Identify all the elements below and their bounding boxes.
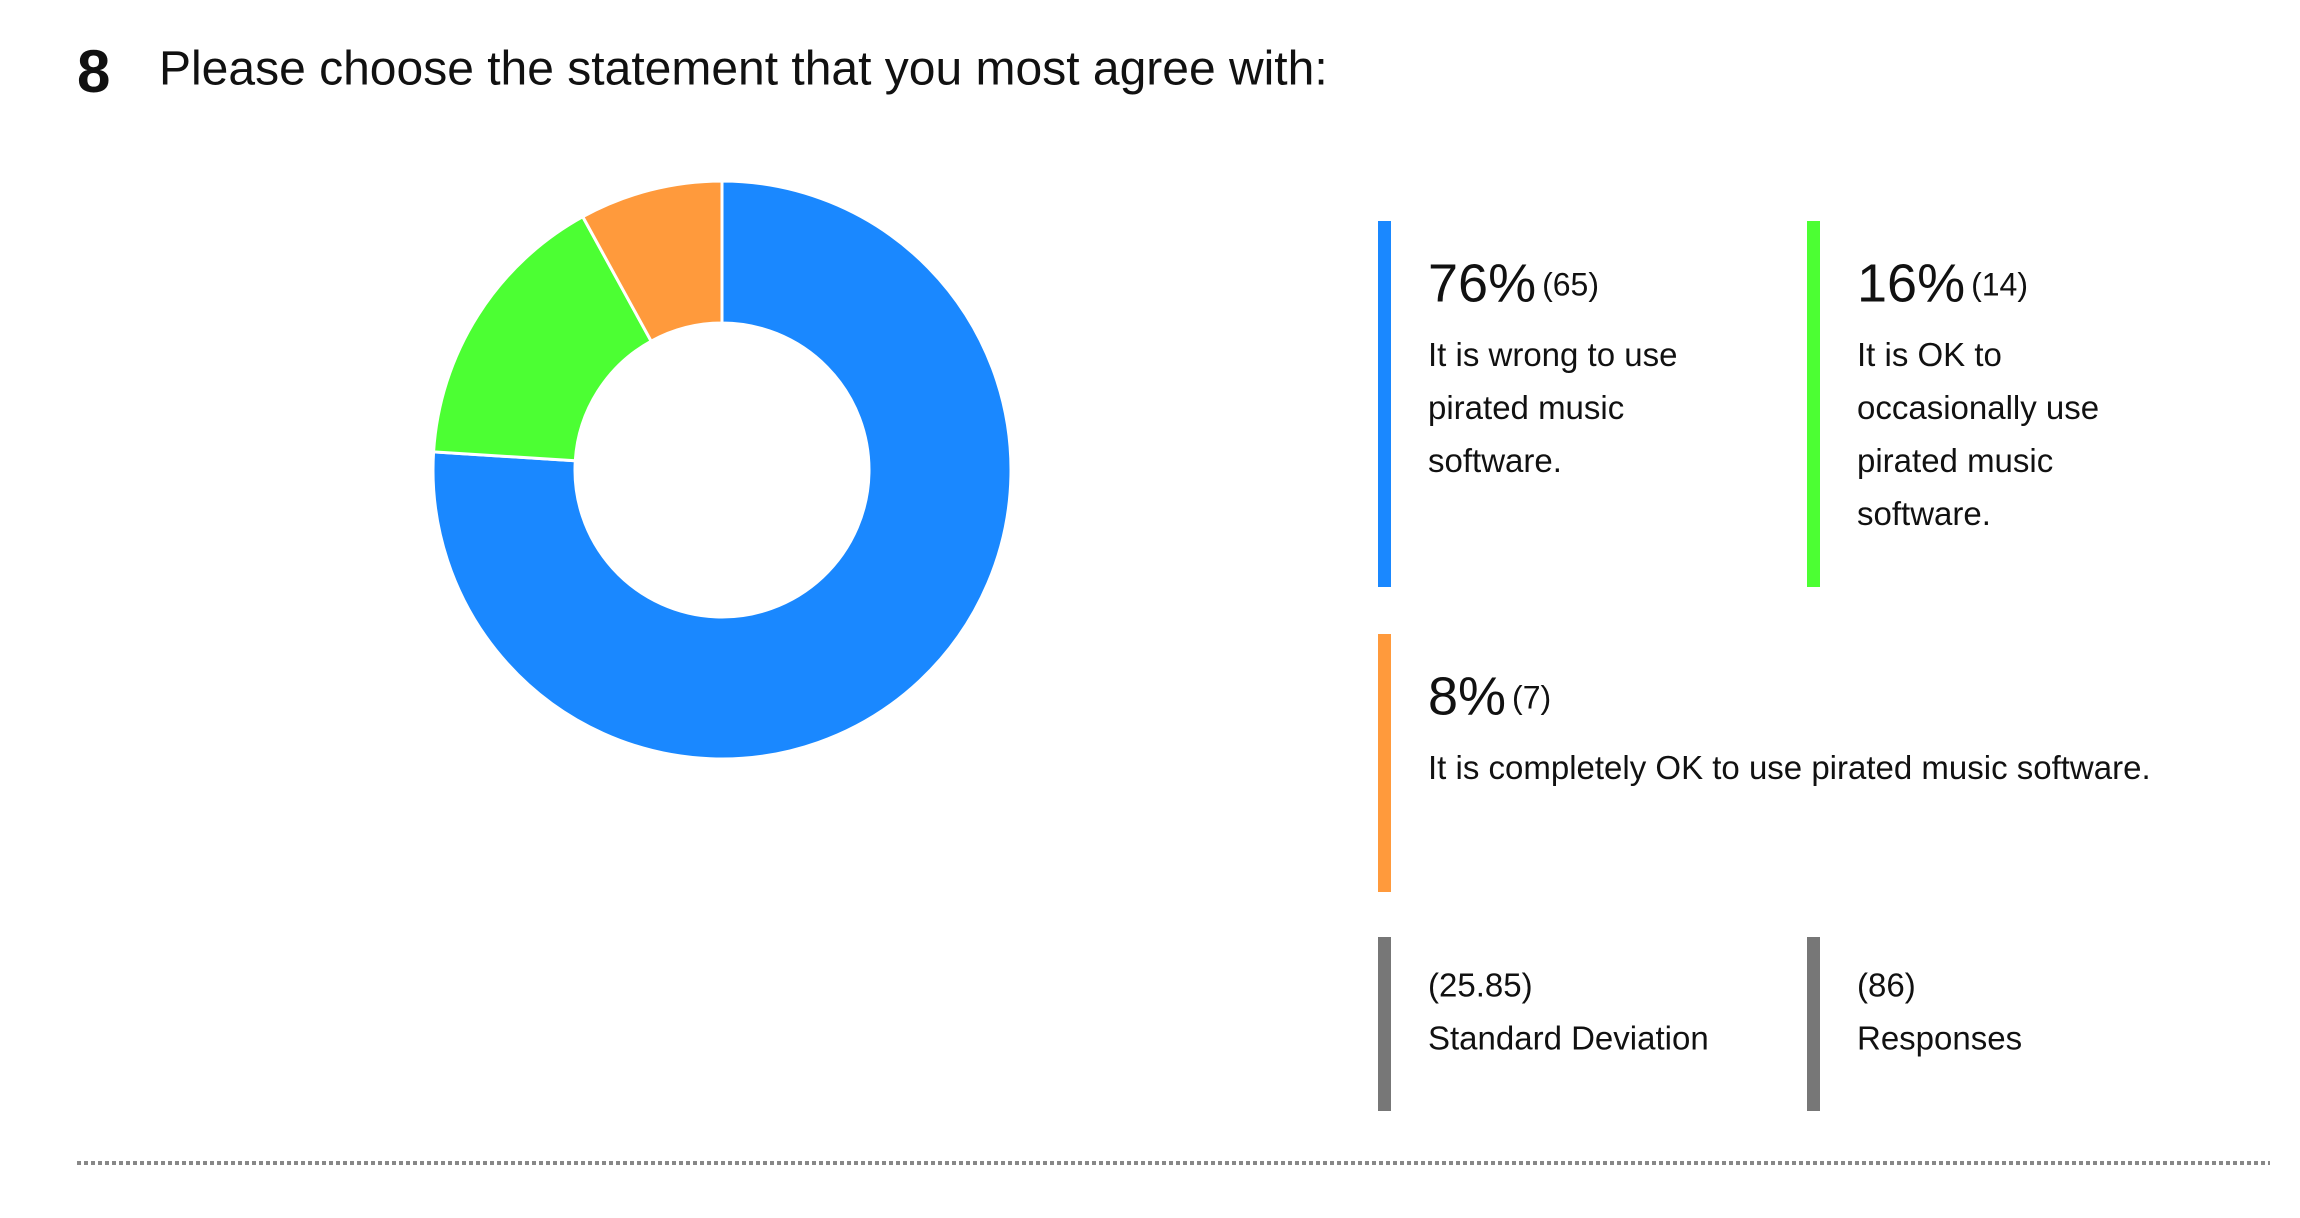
legend-bar xyxy=(1378,634,1391,892)
stat-value: (86) xyxy=(1857,967,1916,1004)
count-label: (14) xyxy=(1971,266,2028,302)
donut-slice xyxy=(431,214,654,463)
stat-value: (25.85) xyxy=(1428,967,1533,1004)
legend-bar xyxy=(1378,221,1391,587)
stat-bar xyxy=(1807,937,1820,1111)
legend-bar xyxy=(1807,221,1820,587)
percent-label: 76% xyxy=(1428,253,1536,313)
stat-name: Standard Deviation xyxy=(1428,1020,1709,1057)
percent-label: 16% xyxy=(1857,253,1965,313)
percent-label: 8% xyxy=(1428,666,1506,726)
legend-text: It is wrong to use pirated music software. xyxy=(1428,336,1677,479)
donut-slice xyxy=(431,179,1013,761)
stat-bar xyxy=(1378,937,1391,1111)
chart-title: Please choose the statement that you mos… xyxy=(159,43,1328,96)
stat-name: Responses xyxy=(1857,1020,2022,1057)
count-label: (7) xyxy=(1512,679,1551,715)
legend-text: It is completely OK to use pirated music… xyxy=(1428,749,2151,786)
count-label: (65) xyxy=(1542,266,1599,302)
donut-slice xyxy=(580,179,724,344)
legend-text: It is OK to occasionally use pirated music… xyxy=(1857,336,2099,532)
question-number: 8 xyxy=(77,38,110,105)
